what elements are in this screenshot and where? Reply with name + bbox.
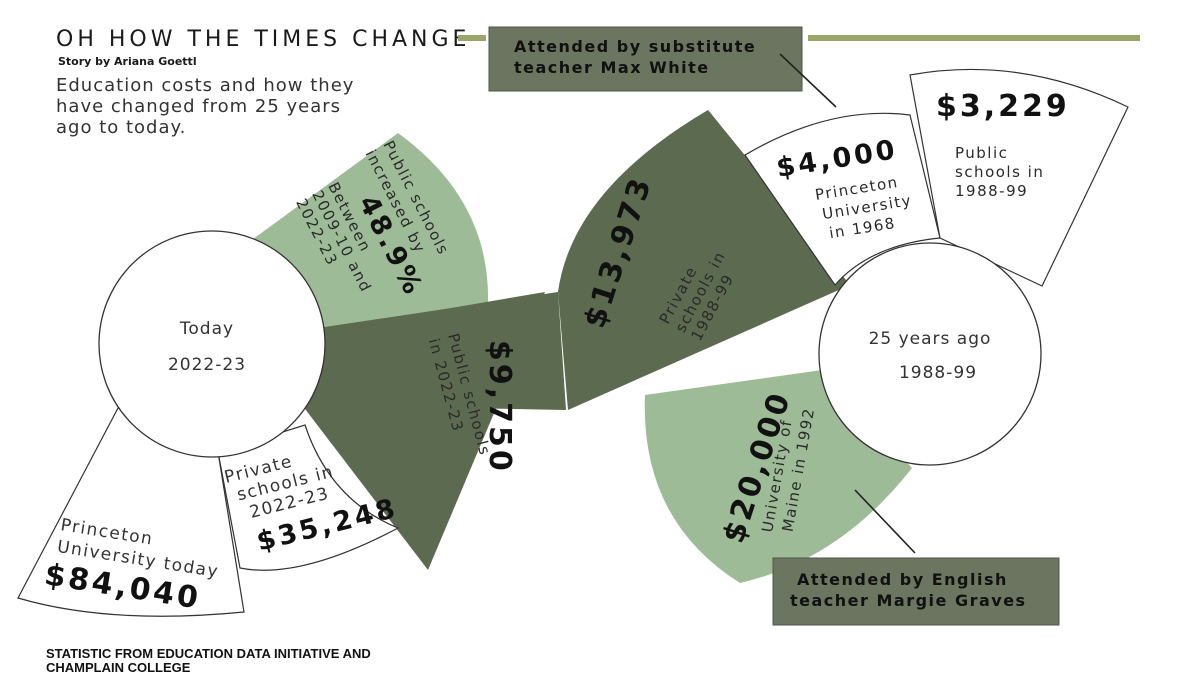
public-today-value: $9,750 (482, 340, 517, 474)
source-line-2: CHAMPLAIN COLLEGE (46, 660, 191, 675)
public-past-sector (909, 68, 1129, 287)
callout-max-white-leader (779, 53, 837, 108)
subtitle-line-1: Education costs and how they (56, 75, 354, 96)
princeton-today-text: Princeton University today $84,040 (42, 515, 220, 616)
subtitle-line-3: ago to today. (56, 117, 186, 138)
callout-max-white-box (488, 26, 803, 92)
past-circle (818, 242, 1042, 466)
public-today-text: $9,750 (482, 340, 517, 474)
page-title: OH HOW THE TIMES CHANGE (56, 27, 470, 52)
callout-margie-graves-line-1: Attended by English (797, 570, 1008, 589)
public-past-line-1: Public (955, 144, 1008, 162)
callout-margie-graves-leader (854, 489, 916, 554)
callout-margie-graves-box (772, 557, 1060, 626)
past-year: 1988-99 (899, 363, 977, 383)
callout-max-white-line-2: teacher Max White (514, 58, 710, 77)
private-today-sector (217, 424, 400, 571)
subtitle-line-2: have changed from 25 years (56, 96, 341, 117)
today-year: 2022-23 (168, 355, 246, 375)
public-past-line-2: schools in (955, 163, 1044, 181)
callout-max-white-line-1: Attended by substitute (514, 37, 756, 56)
princeton-1968-sector (744, 112, 941, 286)
private-past-sector-top (558, 110, 850, 292)
princeton-today-sector (17, 407, 245, 617)
today-label: Today (179, 319, 234, 339)
public-today-sector (302, 292, 545, 570)
past-label: 25 years ago (869, 329, 992, 349)
private-today-text: Private schools in 2022-23 $35,248 (222, 452, 400, 558)
source-line-1: STATISTIC FROM EDUCATION DATA INITIATIVE… (46, 646, 371, 661)
byline: Story by Ariana Goettl (58, 55, 197, 68)
callout-margie-graves-line-2: teacher Margie Graves (790, 591, 1027, 610)
public-past-line-3: 1988-99 (955, 182, 1028, 200)
today-circle (98, 230, 326, 458)
public-past-value: $3,229 (936, 89, 1070, 124)
